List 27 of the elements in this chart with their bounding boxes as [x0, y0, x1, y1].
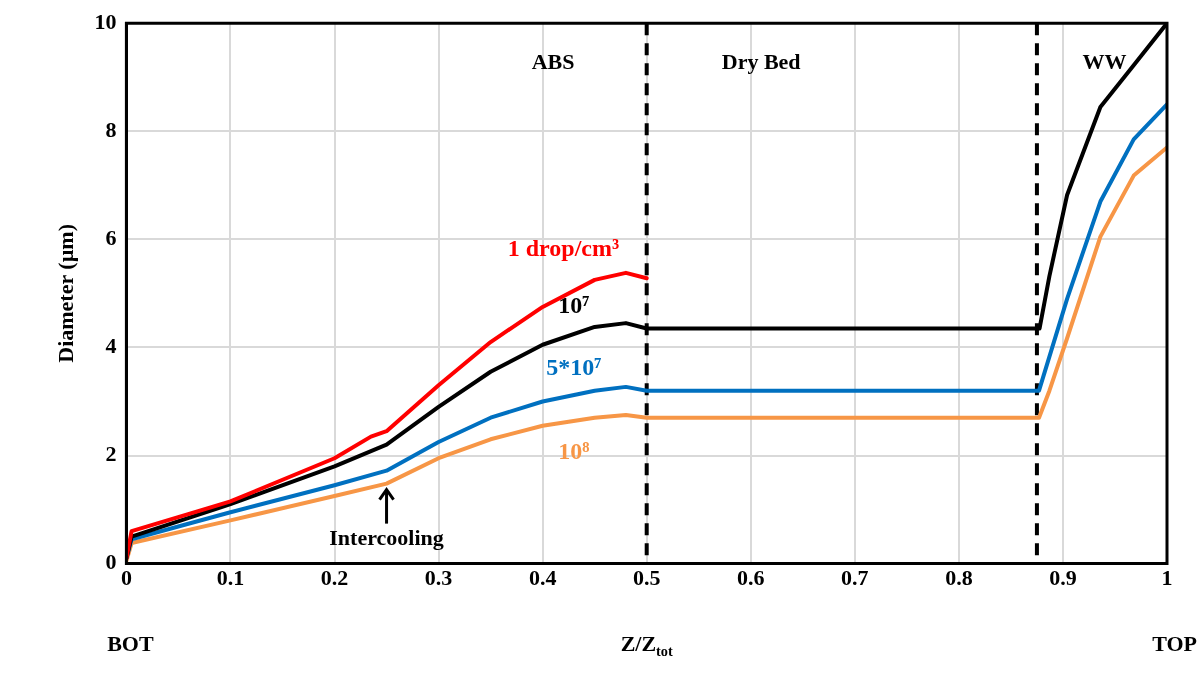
x-tick-label: 0.8 — [945, 565, 973, 591]
x-tick-label: 0.1 — [216, 565, 245, 591]
y-tick-label: 2 — [105, 441, 117, 467]
x-tick-label: 0.5 — [632, 565, 661, 591]
series-label: 10⁷ — [558, 292, 590, 319]
y-tick-label: 8 — [105, 116, 117, 142]
annotation: Intercooling — [329, 525, 444, 551]
x-tick-label: 0.3 — [424, 565, 453, 591]
x-tick-label: 0.2 — [320, 565, 349, 591]
x-tick-label: 1 — [1161, 565, 1173, 591]
y-tick-label: 6 — [105, 225, 117, 251]
series-label: 5*10⁷ — [546, 354, 602, 381]
y-tick-label: 10 — [94, 8, 117, 34]
y-tick-label: 0 — [105, 549, 117, 575]
annotation: Dry Bed — [721, 48, 801, 74]
annotation: WW — [1082, 48, 1127, 74]
x-tick-label: 0.9 — [1049, 565, 1077, 591]
text: BOT — [107, 631, 154, 657]
y-tick-label: 4 — [105, 333, 117, 359]
series-label: 1 drop/cm³ — [507, 235, 620, 262]
x-tick-label: 0.7 — [841, 565, 869, 591]
annotation: ABS — [531, 48, 575, 74]
y-axis-title: Diameter (µm) — [52, 224, 78, 363]
x-tick-label: 0.4 — [528, 565, 557, 591]
series-label: 10⁸ — [558, 438, 590, 465]
x-tick-label: 0.6 — [737, 565, 765, 591]
text: TOP — [1152, 631, 1197, 657]
